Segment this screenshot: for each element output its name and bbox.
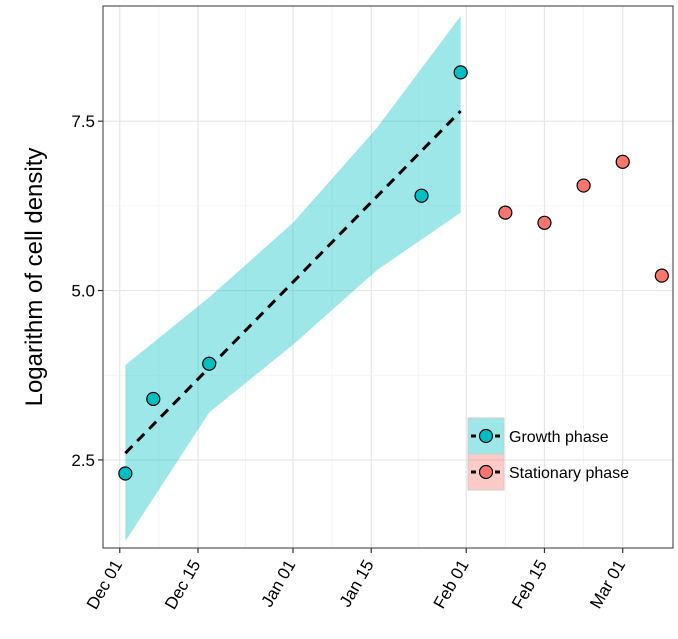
grid (103, 6, 673, 548)
legend-label: Stationary phase (509, 465, 629, 482)
legend-key-marker (478, 464, 494, 480)
data-point (414, 188, 429, 203)
data-point (498, 205, 513, 220)
data-point (146, 391, 161, 407)
confidence-band (125, 16, 461, 542)
data-point (202, 356, 217, 371)
y-tick-label: 7.5 (71, 112, 95, 131)
y-axis-title: Logarithm of cell density (21, 148, 48, 407)
legend: Growth phase Stationary phase (467, 417, 629, 491)
plot-border (102, 5, 674, 549)
data-point (615, 154, 630, 169)
data-point (118, 466, 133, 481)
legend-key-marker (478, 428, 494, 444)
x-tick-label: Feb 01 (430, 557, 473, 612)
data-point (654, 268, 669, 283)
x-tick-label: Feb 15 (508, 557, 551, 612)
y-tick-label: 2.5 (71, 451, 95, 470)
x-tick-label: Dec 15 (161, 557, 204, 613)
x-tick-label: Mar 01 (586, 557, 629, 612)
legend-label: Growth phase (509, 429, 609, 446)
x-tick-label: Jan 15 (336, 557, 378, 611)
data-point (453, 65, 468, 80)
data-point (537, 215, 552, 230)
trend-line (124, 109, 462, 455)
confidence-band-layer (125, 16, 461, 542)
y-tick-label: 5.0 (71, 282, 95, 301)
x-tick-label: Dec 01 (83, 557, 126, 613)
trend-line-layer (124, 109, 462, 455)
x-tick-label: Jan 01 (257, 557, 299, 611)
data-point (576, 178, 591, 193)
data-points (118, 65, 669, 481)
